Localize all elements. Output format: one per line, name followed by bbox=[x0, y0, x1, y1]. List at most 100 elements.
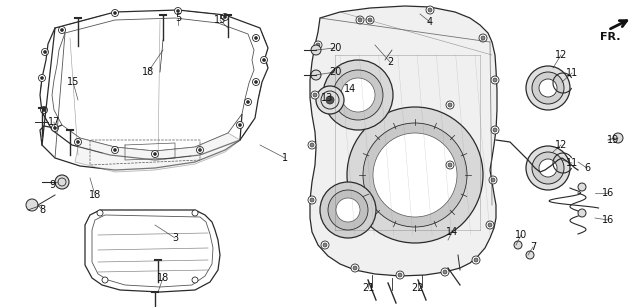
Circle shape bbox=[491, 126, 499, 134]
Circle shape bbox=[366, 16, 374, 24]
Text: 15: 15 bbox=[67, 77, 79, 87]
Circle shape bbox=[526, 146, 570, 190]
Circle shape bbox=[347, 107, 483, 243]
Circle shape bbox=[443, 270, 447, 274]
Circle shape bbox=[613, 133, 623, 143]
Circle shape bbox=[111, 10, 118, 17]
Text: 21: 21 bbox=[362, 283, 374, 293]
Circle shape bbox=[42, 49, 49, 56]
Circle shape bbox=[356, 16, 364, 24]
Circle shape bbox=[326, 96, 334, 104]
Circle shape bbox=[316, 43, 320, 47]
Text: 16: 16 bbox=[602, 215, 614, 225]
Circle shape bbox=[441, 268, 449, 276]
Circle shape bbox=[102, 277, 108, 283]
Text: 11: 11 bbox=[566, 158, 578, 168]
Circle shape bbox=[255, 80, 257, 84]
Circle shape bbox=[97, 210, 103, 216]
Circle shape bbox=[239, 123, 241, 126]
Text: 2: 2 bbox=[387, 57, 393, 67]
Circle shape bbox=[244, 99, 252, 106]
Circle shape bbox=[61, 29, 63, 32]
Circle shape bbox=[514, 241, 522, 249]
Circle shape bbox=[532, 72, 564, 104]
Circle shape bbox=[40, 107, 47, 114]
Circle shape bbox=[308, 141, 316, 149]
Circle shape bbox=[246, 100, 250, 103]
Text: 5: 5 bbox=[175, 13, 181, 23]
Circle shape bbox=[51, 125, 58, 131]
Text: 17: 17 bbox=[48, 117, 60, 127]
Circle shape bbox=[474, 258, 478, 262]
Circle shape bbox=[196, 146, 204, 154]
Circle shape bbox=[493, 128, 497, 132]
Text: 18: 18 bbox=[89, 190, 101, 200]
Circle shape bbox=[262, 59, 266, 61]
Circle shape bbox=[488, 223, 492, 227]
Circle shape bbox=[237, 122, 243, 129]
Text: 11: 11 bbox=[566, 68, 578, 78]
Circle shape bbox=[310, 198, 314, 202]
Text: 9: 9 bbox=[49, 180, 55, 190]
Circle shape bbox=[152, 150, 159, 157]
Circle shape bbox=[321, 241, 329, 249]
Polygon shape bbox=[310, 6, 497, 276]
Text: 7: 7 bbox=[530, 242, 536, 252]
Circle shape bbox=[368, 18, 372, 22]
Text: 13: 13 bbox=[321, 93, 333, 103]
Circle shape bbox=[255, 37, 257, 40]
Circle shape bbox=[42, 108, 45, 111]
Circle shape bbox=[77, 141, 79, 143]
Text: 18: 18 bbox=[142, 67, 154, 77]
Text: 6: 6 bbox=[584, 163, 590, 173]
Text: 18: 18 bbox=[157, 273, 169, 283]
Circle shape bbox=[253, 34, 259, 41]
Circle shape bbox=[311, 70, 321, 80]
Circle shape bbox=[55, 175, 69, 189]
Circle shape bbox=[44, 50, 47, 53]
Circle shape bbox=[198, 149, 202, 151]
Circle shape bbox=[223, 15, 227, 18]
Text: 12: 12 bbox=[555, 50, 567, 60]
Text: 3: 3 bbox=[172, 233, 178, 243]
Circle shape bbox=[539, 159, 557, 177]
Circle shape bbox=[74, 138, 81, 146]
Circle shape bbox=[253, 79, 259, 86]
Circle shape bbox=[310, 143, 314, 147]
Circle shape bbox=[38, 75, 45, 81]
Circle shape bbox=[308, 196, 316, 204]
Circle shape bbox=[192, 277, 198, 283]
Circle shape bbox=[446, 101, 454, 109]
Circle shape bbox=[54, 126, 56, 130]
Text: 22: 22 bbox=[412, 283, 424, 293]
Circle shape bbox=[526, 251, 534, 259]
Circle shape bbox=[479, 34, 487, 42]
Circle shape bbox=[426, 6, 434, 14]
Text: 8: 8 bbox=[39, 205, 45, 215]
Text: 4: 4 bbox=[427, 17, 433, 27]
Circle shape bbox=[313, 93, 317, 97]
Text: 20: 20 bbox=[329, 67, 341, 77]
Text: 20: 20 bbox=[329, 43, 341, 53]
Circle shape bbox=[578, 209, 586, 217]
Circle shape bbox=[481, 36, 485, 40]
Text: 10: 10 bbox=[515, 230, 527, 240]
Text: 16: 16 bbox=[602, 188, 614, 198]
Circle shape bbox=[113, 149, 116, 151]
Circle shape bbox=[398, 273, 402, 277]
Text: 15: 15 bbox=[214, 15, 226, 25]
Text: FR.: FR. bbox=[600, 32, 621, 42]
Circle shape bbox=[316, 86, 344, 114]
Circle shape bbox=[472, 256, 480, 264]
Circle shape bbox=[353, 266, 357, 270]
Circle shape bbox=[113, 11, 116, 14]
Circle shape bbox=[532, 152, 564, 184]
Circle shape bbox=[491, 76, 499, 84]
Circle shape bbox=[328, 190, 368, 230]
Circle shape bbox=[396, 271, 404, 279]
Circle shape bbox=[26, 199, 38, 211]
Circle shape bbox=[351, 264, 359, 272]
Circle shape bbox=[491, 178, 495, 182]
Text: 14: 14 bbox=[446, 227, 458, 237]
Text: 12: 12 bbox=[555, 140, 567, 150]
